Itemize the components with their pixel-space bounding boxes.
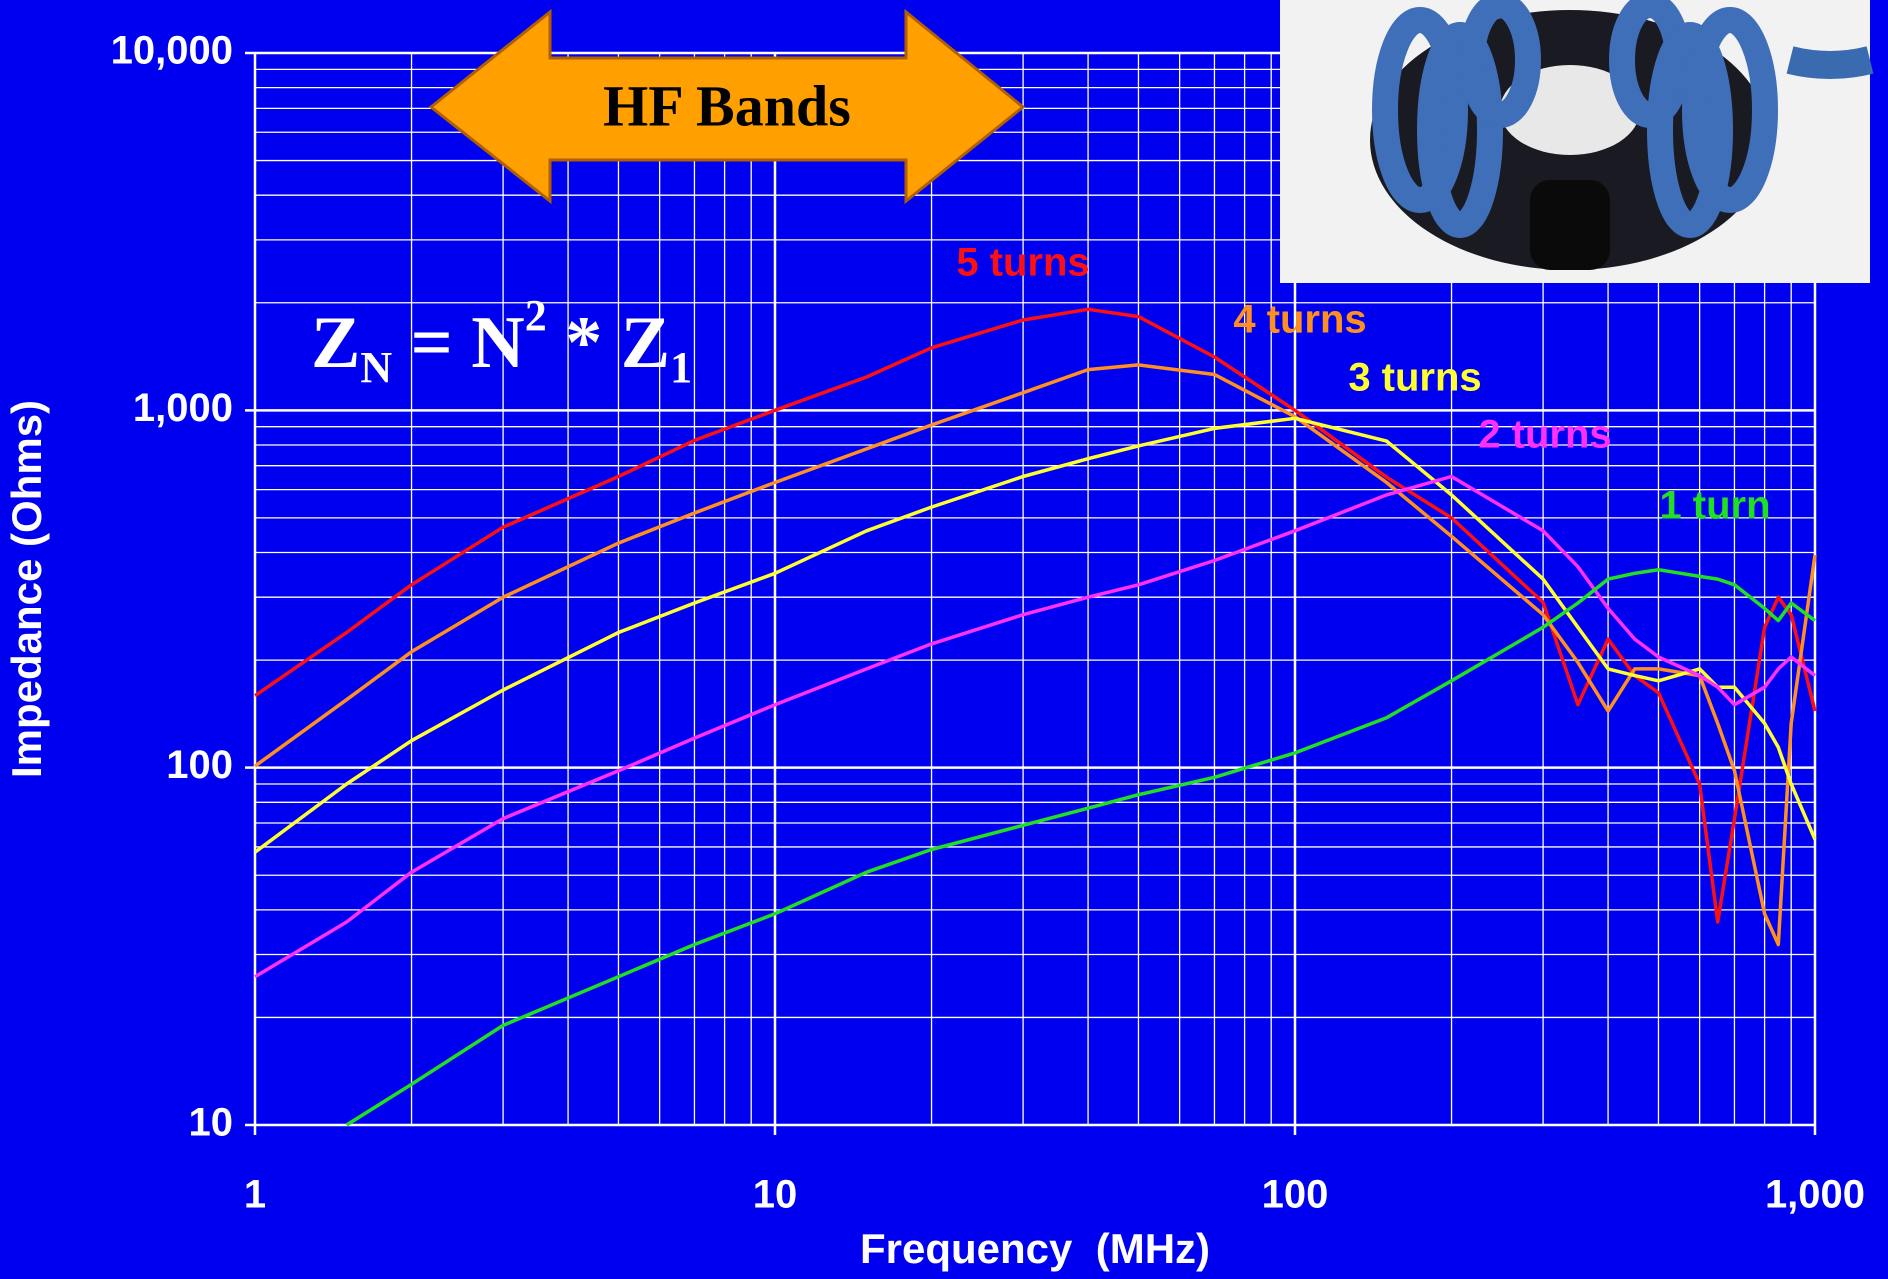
x-tick-label: 10 xyxy=(753,1173,798,1217)
series-line xyxy=(253,363,1817,947)
x-tick-label: 1,000 xyxy=(1765,1173,1865,1217)
y-tick-label: 100 xyxy=(166,743,233,787)
tape xyxy=(1530,180,1610,270)
series-line xyxy=(253,416,1817,854)
formula: ZN = N2 * Z1 xyxy=(311,291,692,392)
formula-part: * Z xyxy=(547,302,670,384)
x-tick-label: 1 xyxy=(244,1173,266,1217)
cable xyxy=(1786,46,1874,79)
series-line xyxy=(254,474,1817,979)
y-tick-label: 1,000 xyxy=(133,386,233,430)
series-label: 1 turn xyxy=(1659,484,1770,528)
windings xyxy=(1372,0,1778,238)
series-label: 5 turns xyxy=(956,241,1089,285)
series-line xyxy=(345,567,1817,1127)
photo-inset xyxy=(1280,0,1874,283)
formula-sub: 1 xyxy=(670,343,692,392)
y-tick-label: 10,000 xyxy=(111,29,233,73)
plot xyxy=(253,307,1817,1127)
x-axis-title: Frequency (MHz) xyxy=(860,1225,1210,1272)
formula-part: = N xyxy=(392,302,525,384)
y-tick-label: 10 xyxy=(189,1101,234,1145)
series-label: 2 turns xyxy=(1478,413,1611,457)
series-label: 3 turns xyxy=(1348,356,1481,400)
formula-part: Z xyxy=(311,302,360,384)
x-tick-label: 100 xyxy=(1262,1173,1329,1217)
series-label: 4 turns xyxy=(1233,298,1366,342)
series-line xyxy=(254,307,1817,924)
y-axis-title: Impedance (Ohms) xyxy=(3,400,50,778)
formula-sup: 2 xyxy=(525,291,547,340)
formula-sub: N xyxy=(360,343,392,392)
band-arrow xyxy=(428,8,1026,205)
band-label: HF Bands xyxy=(603,73,851,138)
